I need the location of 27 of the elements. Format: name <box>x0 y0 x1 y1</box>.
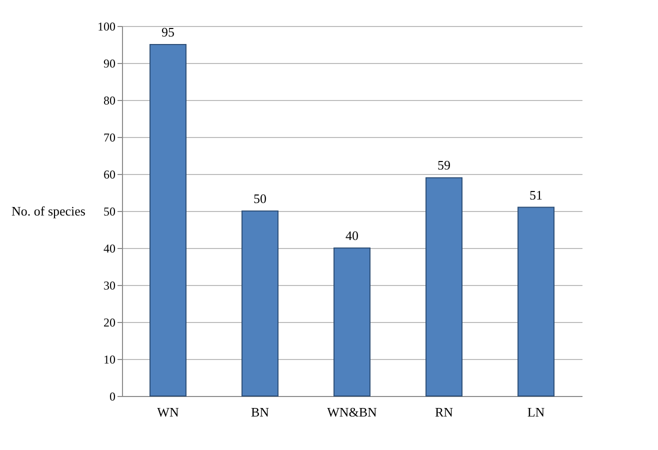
x-tick-label: WN <box>157 404 180 420</box>
y-tick-label: 90 <box>104 56 116 70</box>
data-label: 50 <box>254 191 266 206</box>
y-tick-label: 10 <box>104 352 116 366</box>
data-label: 51 <box>530 187 542 202</box>
bar <box>150 44 186 396</box>
data-label: 40 <box>346 228 358 243</box>
x-tick-label: BN <box>250 404 270 420</box>
y-tick-label: 40 <box>104 242 116 256</box>
y-tick-label: 20 <box>104 316 116 330</box>
data-label: 95 <box>162 24 174 40</box>
y-tick-label: 0 <box>110 390 116 404</box>
y-tick-label: 100 <box>98 20 116 34</box>
y-tick-label: 30 <box>104 278 116 292</box>
bar <box>518 206 554 396</box>
y-tick-label: 80 <box>104 94 116 108</box>
bar <box>334 248 370 396</box>
bar <box>242 210 278 396</box>
data-label: 59 <box>438 158 450 173</box>
bar <box>426 177 462 396</box>
x-tick-label: WN&BN <box>327 404 378 420</box>
y-axis-title: No. of species <box>11 204 86 218</box>
x-tick-label: RN <box>434 404 454 420</box>
y-tick-label: 70 <box>104 130 116 144</box>
x-tick-label: LN <box>527 404 546 420</box>
y-tick-label: 50 <box>104 204 116 218</box>
y-tick-label: 60 <box>104 168 116 182</box>
